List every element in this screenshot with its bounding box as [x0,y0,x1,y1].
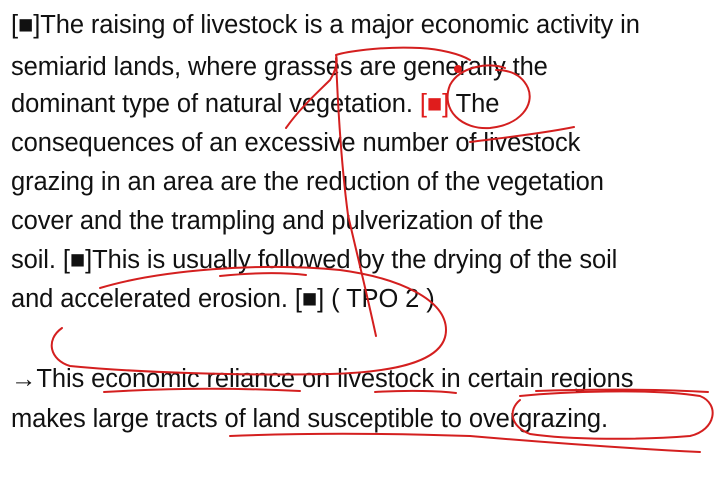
passage-text: The [455,90,500,118]
passage-line-5: grazing in an area are the reduction of … [11,167,604,197]
insert-sentence-line-2: makes large tracts of land susceptible t… [11,404,608,434]
passage-text: cover and the trampling and pulverizatio… [11,207,544,235]
passage-text: soil. [11,246,56,274]
passage-text: semiarid lands, where grasses are genera… [11,53,548,81]
annotation-bottom-sweep [469,435,701,453]
passage-text: consequences of an excessive number of l… [11,129,581,157]
passage-line-7: soil. [■]This is usually followed by the… [11,245,617,275]
insert-sentence-text: makes large tracts of land susceptible t… [11,405,608,433]
insert-sentence-line-1: →This economic reliance on livestock in … [11,364,633,394]
passage-line-3: dominant type of natural vegetation. [■]… [11,89,499,119]
passage-line-8: and accelerated erosion. [■] ( TPO 2 ) [11,284,435,314]
passage-line-6: cover and the trampling and pulverizatio… [11,206,544,236]
passage-text: dominant type of natural vegetation. [11,90,413,118]
source-label: ( TPO 2 ) [331,285,435,313]
arrow-icon: → [11,365,37,393]
passage-line-2: semiarid lands, where grasses are genera… [11,52,548,82]
annotation-underline-land [229,432,471,437]
insert-sentence-text: This economic reliance on livestock in c… [36,365,634,393]
passage-text: This is usually followed by the drying o… [92,246,618,274]
passage-text: and accelerated erosion. [11,285,288,313]
passage-line-4: consequences of an excessive number of l… [11,128,580,158]
passage-text: grazing in an area are the reduction of … [11,168,604,196]
insert-marker-2[interactable]: [■] [419,90,450,118]
insert-marker-1[interactable]: [■] [11,11,41,39]
insert-marker-4[interactable]: [■] [294,285,325,313]
insert-marker-3[interactable]: [■] [62,246,93,274]
passage-line-1: [■]The raising of livestock is a major e… [11,10,640,40]
passage-text: The raising of livestock is a major econ… [40,11,640,39]
